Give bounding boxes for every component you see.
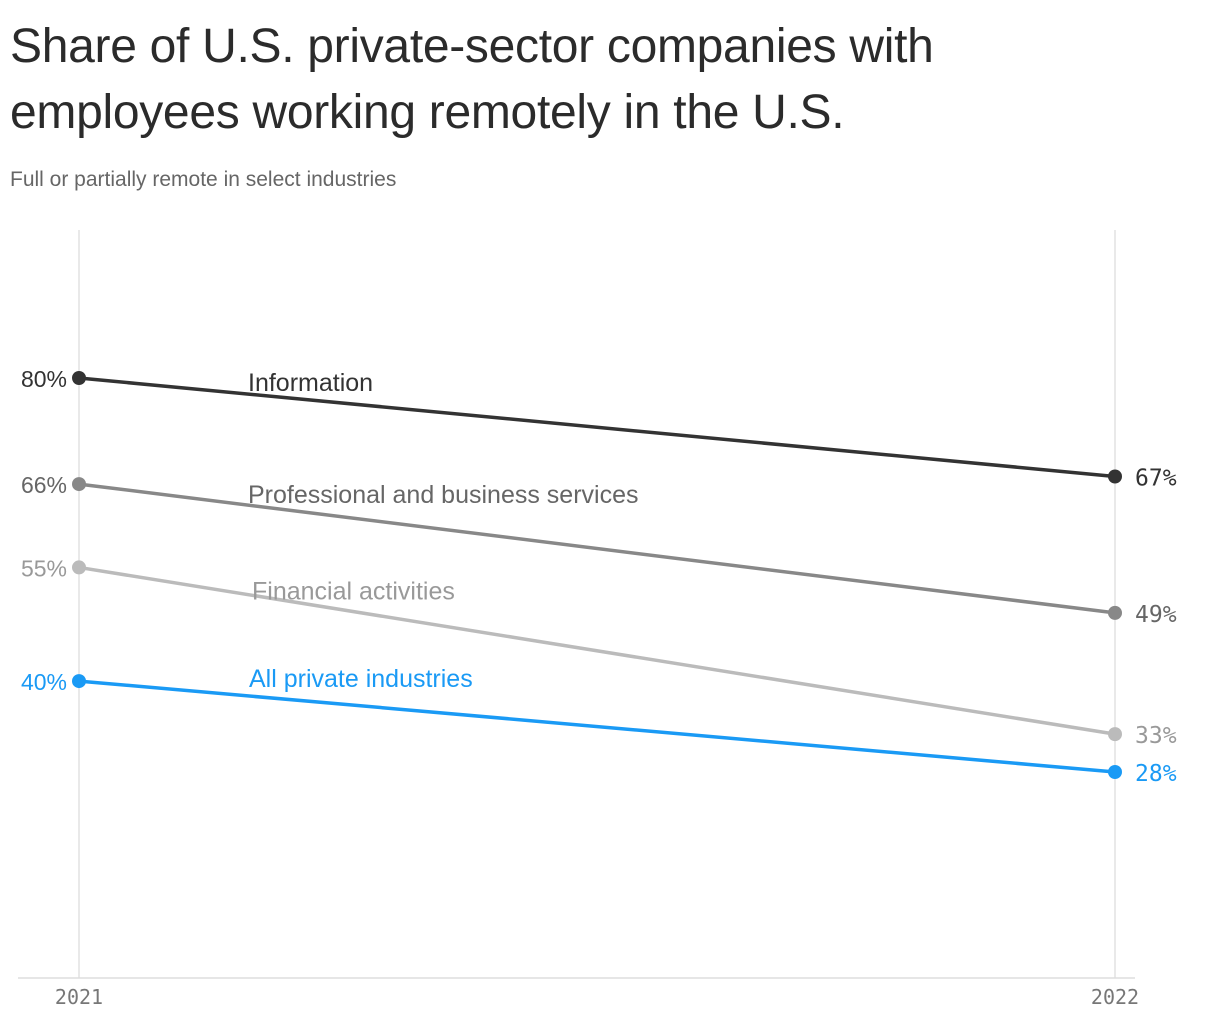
end-label-financial-activities: 33%	[1135, 723, 1177, 749]
point-2022-financial-activities	[1108, 727, 1122, 742]
point-2021-professional-and-business-services	[72, 477, 86, 492]
series-label-financial-activities: Financial activities	[252, 577, 455, 605]
x-tick-label-2022: 2022	[1091, 985, 1139, 1009]
chart-marks: 2021 2022 80% 67% Information 66% 49% Professio…	[21, 366, 1177, 1009]
series-label-information: Information	[248, 369, 373, 397]
end-label-all-private-industries: 28%	[1135, 761, 1177, 787]
point-2022-professional-and-business-services	[1108, 605, 1122, 620]
start-label-information: 80%	[21, 366, 67, 392]
start-label-all-private-industries: 40%	[21, 669, 67, 695]
point-2021-all-private-industries	[72, 674, 86, 689]
point-2021-information	[72, 371, 86, 385]
chart-title: Share of U.S. private-sector companies w…	[10, 20, 934, 139]
chart-subtitle: Full or partially remote in select indus…	[10, 168, 397, 191]
end-label-information: 67%	[1135, 466, 1177, 492]
point-2022-information	[1108, 469, 1122, 484]
start-label-financial-activities: 55%	[21, 555, 67, 581]
x-tick-label-2021: 2021	[55, 985, 103, 1009]
series-line-professional-and-business-services	[78, 482, 1116, 615]
point-2021-financial-activities	[72, 560, 86, 575]
series-line-financial-activities	[78, 565, 1116, 736]
series-line-information	[78, 376, 1116, 479]
point-2022-all-private-industries	[1108, 765, 1122, 779]
start-label-professional-and-business-services: 66%	[21, 472, 67, 498]
series-line-all-private-industries	[78, 679, 1116, 774]
end-label-professional-and-business-services: 49%	[1135, 602, 1177, 628]
series-label-professional-and-business-services: Professional and business services	[248, 481, 638, 509]
series-label-all-private-industries: All private industries	[249, 665, 473, 693]
